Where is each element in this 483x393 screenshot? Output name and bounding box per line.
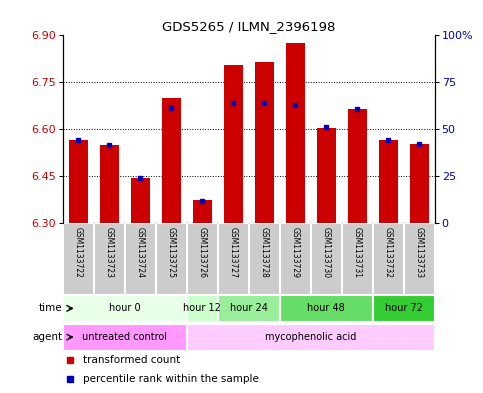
Text: GSM1133725: GSM1133725 <box>167 227 176 278</box>
Text: hour 12: hour 12 <box>184 303 221 313</box>
Bar <box>218 296 279 321</box>
Bar <box>69 140 87 223</box>
Bar <box>193 200 212 223</box>
Bar <box>131 178 150 223</box>
Text: hour 24: hour 24 <box>230 303 268 313</box>
Bar <box>187 296 217 321</box>
Bar <box>373 223 403 294</box>
Bar <box>286 43 304 223</box>
Text: untreated control: untreated control <box>82 332 167 342</box>
Bar <box>342 223 372 294</box>
Bar <box>410 144 428 223</box>
Bar <box>100 145 118 223</box>
Text: hour 0: hour 0 <box>109 303 141 313</box>
Text: GSM1133727: GSM1133727 <box>229 227 238 278</box>
Bar <box>317 128 336 223</box>
Text: GSM1133731: GSM1133731 <box>353 227 362 278</box>
Bar <box>224 65 242 223</box>
Text: GSM1133723: GSM1133723 <box>105 227 114 278</box>
Bar <box>156 223 186 294</box>
Bar <box>94 223 124 294</box>
Text: mycophenolic acid: mycophenolic acid <box>265 332 356 342</box>
Text: GSM1133726: GSM1133726 <box>198 227 207 278</box>
Bar <box>187 223 217 294</box>
Text: agent: agent <box>33 332 63 342</box>
Bar <box>249 223 279 294</box>
Bar <box>255 62 273 223</box>
Text: transformed count: transformed count <box>83 355 181 365</box>
Text: hour 72: hour 72 <box>384 303 423 313</box>
Bar <box>280 223 310 294</box>
Text: GSM1133732: GSM1133732 <box>384 227 393 278</box>
Text: GSM1133724: GSM1133724 <box>136 227 145 278</box>
Bar <box>218 223 248 294</box>
Text: GSM1133728: GSM1133728 <box>260 227 269 278</box>
Bar <box>379 140 398 223</box>
Text: GSM1133733: GSM1133733 <box>415 227 424 278</box>
Bar <box>63 324 186 350</box>
Bar <box>373 296 434 321</box>
Bar <box>312 223 341 294</box>
Text: time: time <box>39 303 63 313</box>
Bar <box>63 296 186 321</box>
Bar <box>404 223 434 294</box>
Text: hour 48: hour 48 <box>307 303 345 313</box>
Bar <box>187 324 434 350</box>
Text: GSM1133730: GSM1133730 <box>322 227 331 278</box>
Bar <box>162 98 181 223</box>
Text: GSM1133729: GSM1133729 <box>291 227 300 278</box>
Bar <box>348 109 367 223</box>
Bar <box>280 296 372 321</box>
Text: GSM1133722: GSM1133722 <box>74 227 83 278</box>
Title: GDS5265 / ILMN_2396198: GDS5265 / ILMN_2396198 <box>162 20 335 33</box>
Bar <box>63 223 93 294</box>
Bar <box>126 223 155 294</box>
Text: percentile rank within the sample: percentile rank within the sample <box>83 374 259 384</box>
